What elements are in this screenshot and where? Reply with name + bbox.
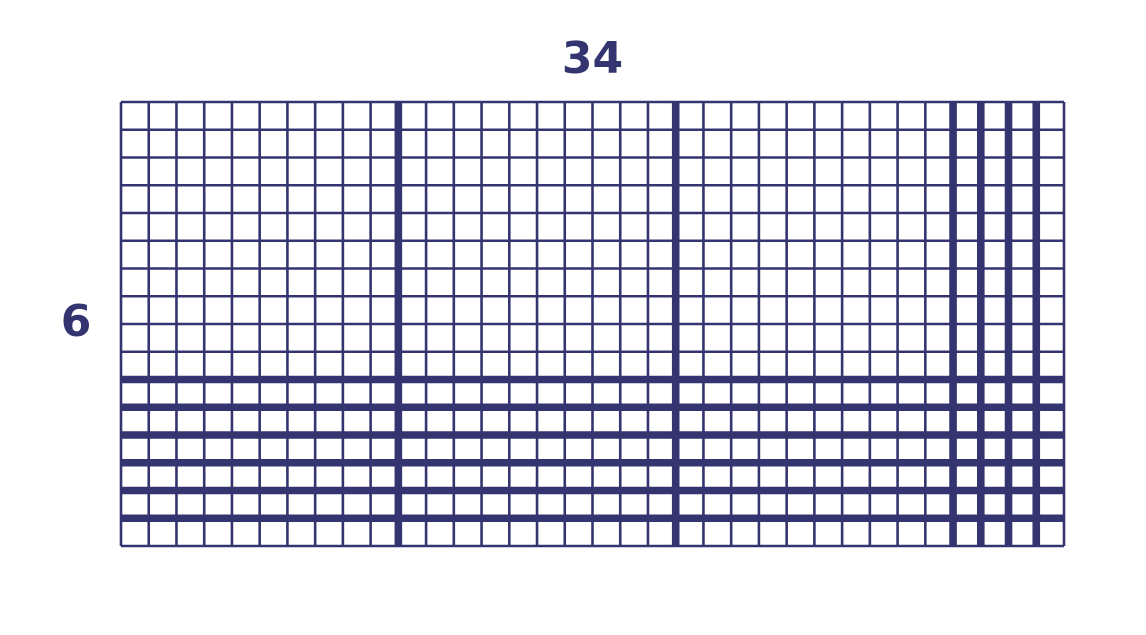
grid-width-label: 34: [561, 33, 624, 84]
base-ten-grid: [119, 100, 1066, 548]
grid-height-label: 6: [60, 296, 92, 347]
